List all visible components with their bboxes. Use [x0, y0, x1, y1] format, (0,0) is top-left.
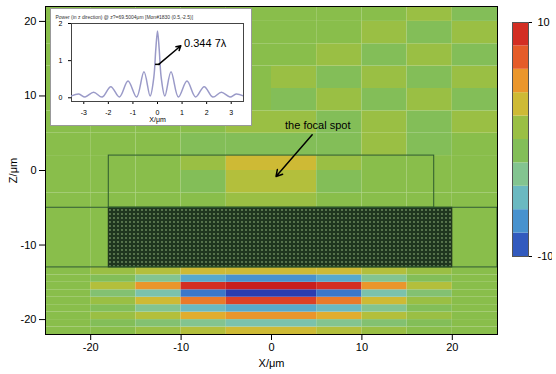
svg-text:20: 20 — [446, 341, 458, 353]
svg-text:10: 10 — [538, 16, 550, 28]
svg-text:0: 0 — [155, 109, 160, 117]
svg-text:the focal spot: the focal spot — [285, 119, 350, 131]
svg-text:1: 1 — [180, 109, 184, 116]
svg-text:Power (in z direction) @ z?=69: Power (in z direction) @ z?=69.5004μm [M… — [56, 14, 194, 20]
svg-text:-10: -10 — [21, 239, 37, 251]
svg-text:0.344 7λ: 0.344 7λ — [184, 37, 227, 49]
svg-text:-2: -2 — [105, 109, 111, 116]
svg-text:2: 2 — [205, 109, 209, 116]
svg-text:-20: -20 — [21, 313, 37, 325]
svg-text:1: 1 — [59, 57, 63, 64]
svg-text:20: 20 — [24, 15, 36, 27]
svg-text:-20: -20 — [83, 341, 99, 353]
svg-text:10: 10 — [356, 341, 368, 353]
svg-text:10: 10 — [24, 89, 36, 101]
svg-text:2: 2 — [59, 20, 63, 27]
svg-text:3: 3 — [229, 109, 233, 116]
svg-text:0: 0 — [268, 341, 274, 353]
svg-text:Z/μm: Z/μm — [7, 158, 19, 183]
svg-text:X/μm: X/μm — [259, 357, 285, 369]
svg-text:0: 0 — [59, 94, 63, 101]
svg-text:-3: -3 — [81, 109, 87, 116]
svg-text:-10: -10 — [538, 250, 553, 262]
svg-text:X/μm: X/μm — [149, 116, 166, 124]
svg-text:-10: -10 — [173, 341, 189, 353]
svg-text:-1: -1 — [130, 109, 136, 116]
svg-text:0: 0 — [30, 164, 36, 176]
